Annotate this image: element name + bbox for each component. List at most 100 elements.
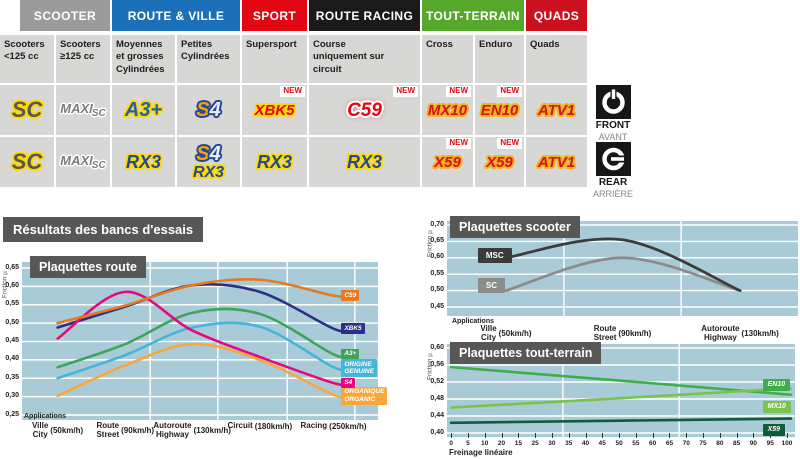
legend-chip-label: GENUINE: [344, 368, 374, 376]
x-category-speed: (90km/h): [618, 329, 652, 339]
x-category-label: Circuit (180km/h): [212, 421, 308, 431]
x-tick-label: 45: [598, 440, 606, 447]
legend-chip-EN10: EN10: [762, 378, 791, 391]
pad-cell: NEW X59: [422, 137, 473, 187]
pad-badge-c59: C59: [347, 99, 382, 121]
series-line-MSC: [504, 237, 742, 292]
y-tick-label: 0,30: [5, 392, 19, 400]
pad-badge-maxi-sc: MAXISC: [60, 152, 106, 171]
group-label: SPORT: [252, 8, 297, 23]
avant-label: AVANT: [598, 132, 628, 142]
group-label: SCOOTER: [33, 8, 97, 23]
x-category-label: Route Street (90km/h): [575, 324, 671, 343]
chart-title: Plaquettes route: [30, 256, 146, 278]
x-tick-label: 40: [581, 440, 590, 447]
pad-badge-mx10: MX10: [427, 101, 468, 119]
pad-cell: RX3: [309, 137, 420, 187]
arriere-label: ARRIÈRE: [592, 189, 633, 199]
y-tick-label: 0,60: [430, 253, 444, 261]
x-tick-label: 90: [749, 440, 758, 447]
subcol-scooters-under-125: Scooters <125 cc: [0, 35, 54, 83]
x-tick-label: 65: [665, 440, 674, 447]
pad-badge-rx3: RX3: [192, 163, 225, 181]
legend-chip-label: C59: [344, 291, 357, 299]
x-tick-mark: [585, 433, 587, 438]
pad-cell: MAXISC: [56, 137, 110, 187]
legend-chip-label: ORIGINE: [344, 360, 372, 368]
group-label: ROUTE & VILLE: [127, 8, 225, 23]
x-tick-mark: [484, 433, 486, 438]
pad-cell: NEW EN10: [475, 85, 524, 135]
series-line-A3+: [56, 307, 349, 369]
chart-title: Plaquettes scooter: [450, 216, 580, 238]
x-tick-label: 0: [449, 440, 453, 447]
front-label: FRONT: [595, 120, 631, 131]
x-tick-label: 85: [732, 440, 741, 447]
subcategory-row: Scooters <125 cc Scooters ≥125 cc Moyenn…: [0, 35, 587, 83]
subcol-scooters-over-125: Scooters ≥125 cc: [56, 35, 110, 83]
y-tick-label: 0,60: [5, 281, 19, 289]
legend-chip-MX10: MX10: [762, 401, 791, 414]
x-category-name: Autoroute Highway: [701, 324, 740, 342]
x-tick-mark: [501, 433, 503, 438]
applications-label: Applications: [24, 413, 67, 420]
x-tick-mark: [719, 433, 721, 438]
x-category-speed: (50km/h): [50, 426, 84, 436]
x-tick-mark: [753, 433, 755, 438]
y-tick-label: 0,50: [5, 318, 19, 326]
y-tick-label: 0,52: [430, 377, 444, 385]
pad-cell: SC: [0, 137, 54, 187]
legend-chip-label: MX10: [767, 403, 786, 411]
x-tick-label: 55: [632, 440, 640, 447]
pad-badge-x59: X59: [434, 153, 461, 171]
pad-cell: S4: [177, 85, 240, 135]
new-badge: NEW: [446, 86, 471, 97]
series-line-C59: [56, 277, 349, 325]
subcol-quads: Quads: [526, 35, 587, 83]
front-pads-row: SC MAXISC A3+ S4 NEW XBK5 NEW C59 NEW MX10 …: [0, 85, 587, 135]
pad-cell: SC: [0, 85, 54, 135]
rear-brake-icon: [595, 142, 631, 176]
group-header-sport: SPORT: [242, 0, 307, 31]
applications-label: Applications: [452, 318, 495, 325]
subcol-petites-cylindrees: Petites Cylindrées: [177, 35, 240, 83]
category-header-row: SCOOTER ROUTE & VILLE SPORT ROUTE RACING…: [0, 0, 587, 31]
pad-badge-maxi-sc: MAXISC: [60, 100, 106, 119]
group-label: ROUTE RACING: [315, 8, 414, 23]
group-label: TOUT-TERRAIN: [426, 8, 520, 23]
x-tick-label: 80: [716, 440, 724, 447]
legend-chip-ORIGINE / GENUINE: ORIGINE GENUINE: [341, 359, 377, 378]
x-tick-mark: [518, 433, 520, 438]
legend-chip-X59: X59: [762, 423, 786, 436]
legend-chip-label: ORGANIC: [344, 395, 376, 403]
x-tick-mark: [786, 433, 788, 438]
x-category-speed: (50km/h): [498, 329, 532, 339]
series-line-X59: [449, 417, 793, 425]
y-tick-label: 0,45: [5, 337, 19, 344]
tout-terrain-chart-plot: [447, 344, 795, 437]
x-tick-label: 95: [766, 440, 774, 447]
legend-chip-MSC: MSC: [477, 248, 512, 264]
y-tick-label: 0,55: [430, 269, 444, 277]
legend-chip-label: EN10: [767, 380, 786, 388]
x-tick-label: 20: [497, 440, 506, 447]
group-label: QUADS: [533, 8, 580, 23]
x-category-label: Ville City (50km/h): [458, 324, 554, 343]
y-tick-label: 0,65: [430, 236, 444, 244]
x-tick-label: 15: [514, 440, 522, 447]
series-line-SC: [504, 256, 742, 292]
x-category-name: Racing: [300, 421, 328, 431]
route-chart-plot: [22, 262, 378, 420]
legend-chip-C59: C59: [341, 290, 360, 301]
pad-badge-sc: SC: [11, 97, 43, 122]
x-tick-mark: [736, 433, 738, 438]
x-tick-mark: [467, 433, 469, 438]
x-category-speed: (90km/h): [121, 426, 155, 436]
x-category-name: Route Street: [593, 324, 617, 342]
x-tick-mark: [535, 433, 537, 438]
rear-label: REAR: [598, 177, 628, 188]
legend-chip-SC: SC: [477, 277, 505, 293]
subcol-moyennes-grosses: Moyennes et grosses Cylindrées: [112, 35, 175, 83]
series-line-S4: [56, 290, 349, 387]
